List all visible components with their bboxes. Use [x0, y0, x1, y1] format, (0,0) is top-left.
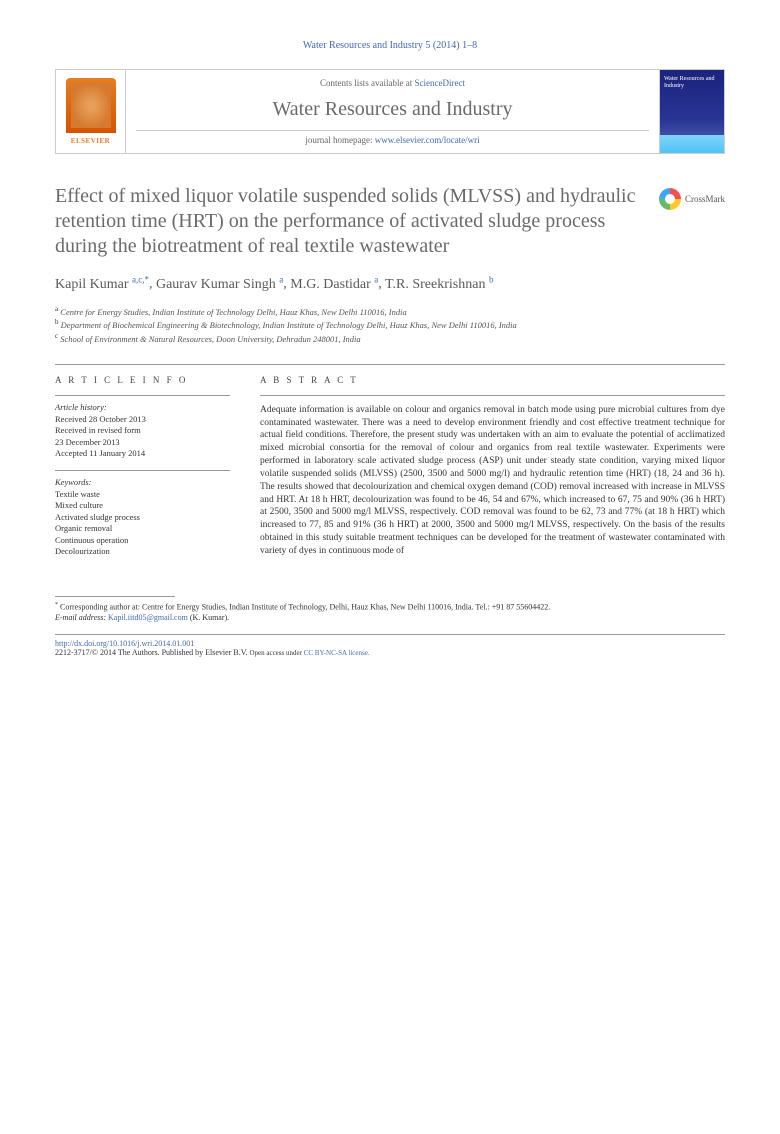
affiliation-mark: a	[55, 305, 58, 313]
keywords-block: Keywords: Textile waste Mixed culture Ac…	[55, 470, 230, 558]
history-text: Received 28 October 2013 Received in rev…	[55, 414, 230, 460]
affiliation-text: School of Environment & Natural Resource…	[60, 334, 360, 344]
affiliations: a Centre for Energy Studies, Indian Inst…	[55, 305, 725, 346]
homepage-prefix: journal homepage:	[305, 135, 374, 145]
homepage-link[interactable]: www.elsevier.com/locate/wri	[375, 135, 480, 145]
affiliation-mark: c	[55, 332, 58, 340]
page-footer: * Corresponding author at: Centre for En…	[55, 596, 725, 657]
author-name: Kapil Kumar	[55, 277, 128, 292]
article-info-heading: A R T I C L E I N F O	[55, 375, 230, 385]
abstract-text: Adequate information is available on col…	[260, 395, 725, 558]
crossmark-label: CrossMark	[685, 194, 725, 204]
publisher-name: ELSEVIER	[71, 137, 110, 145]
author-marks: a,c,*	[132, 274, 149, 284]
author-name: Gaurav Kumar Singh	[156, 277, 276, 292]
abstract-column: A B S T R A C T Adequate information is …	[260, 375, 725, 568]
doi-link[interactable]: http://dx.doi.org/10.1016/j.wri.2014.01.…	[55, 639, 194, 648]
author: Kapil Kumar a,c,*	[55, 277, 149, 292]
email-suffix: (K. Kumar).	[188, 613, 229, 622]
author: Gaurav Kumar Singh a	[156, 277, 283, 292]
publisher-logo[interactable]: ELSEVIER	[56, 70, 126, 153]
author-name: T.R. Sreekrishnan	[385, 277, 485, 292]
journal-title: Water Resources and Industry	[136, 98, 649, 121]
header-center: Contents lists available at ScienceDirec…	[126, 70, 659, 153]
copyright-text: © 2014 The Authors. Published by Elsevie…	[92, 648, 250, 657]
affiliation: c School of Environment & Natural Resour…	[55, 332, 725, 346]
email-footnote: E-mail address: Kapil.iitd05@gmail.com (…	[55, 613, 725, 624]
author-marks: b	[489, 274, 494, 284]
article-history-block: Article history: Received 28 October 201…	[55, 395, 230, 460]
journal-reference: Water Resources and Industry 5 (2014) 1–…	[55, 40, 725, 51]
footnote-divider	[55, 596, 175, 597]
article-info-column: A R T I C L E I N F O Article history: R…	[55, 375, 230, 568]
author-name: M.G. Dastidar	[290, 277, 371, 292]
author: M.G. Dastidar a	[290, 277, 378, 292]
contents-available: Contents lists available at ScienceDirec…	[136, 78, 649, 88]
abstract-heading: A B S T R A C T	[260, 375, 725, 385]
author: T.R. Sreekrishnan b	[385, 277, 493, 292]
contents-prefix: Contents lists available at	[320, 78, 414, 88]
keywords-label: Keywords:	[55, 477, 230, 487]
footnote-mark: *	[55, 602, 58, 608]
affiliation-mark: b	[55, 318, 59, 326]
corresponding-text: Corresponding author at: Centre for Ener…	[60, 602, 550, 611]
email-link[interactable]: Kapil.iitd05@gmail.com	[108, 613, 188, 622]
cover-title: Water Resources and Industry	[660, 70, 724, 96]
copyright-block: http://dx.doi.org/10.1016/j.wri.2014.01.…	[55, 634, 725, 657]
journal-header: ELSEVIER Contents lists available at Sci…	[55, 69, 725, 154]
affiliation-text: Department of Biochemical Engineering & …	[61, 320, 517, 330]
issn: 2212-3717/	[55, 648, 92, 657]
corresponding-author-footnote: * Corresponding author at: Centre for En…	[55, 601, 725, 613]
email-label: E-mail address:	[55, 613, 108, 622]
elsevier-tree-icon	[66, 78, 116, 133]
sciencedirect-link[interactable]: ScienceDirect	[415, 78, 465, 88]
keywords-text: Textile waste Mixed culture Activated sl…	[55, 489, 230, 558]
affiliation: a Centre for Energy Studies, Indian Inst…	[55, 305, 725, 319]
author-marks: a	[279, 274, 283, 284]
section-divider	[55, 364, 725, 365]
license-link[interactable]: CC BY-NC-SA license.	[304, 649, 370, 657]
crossmark-icon	[659, 188, 681, 210]
article-title: Effect of mixed liquor volatile suspende…	[55, 184, 644, 259]
crossmark-badge[interactable]: CrossMark	[659, 188, 725, 210]
journal-homepage: journal homepage: www.elsevier.com/locat…	[136, 130, 649, 145]
open-access-text: Open access under	[249, 649, 303, 657]
author-marks: a	[374, 274, 378, 284]
affiliation-text: Centre for Energy Studies, Indian Instit…	[60, 306, 406, 316]
affiliation: b Department of Biochemical Engineering …	[55, 318, 725, 332]
authors-list: Kapil Kumar a,c,*, Gaurav Kumar Singh a,…	[55, 273, 725, 295]
history-label: Article history:	[55, 402, 230, 412]
journal-cover-thumbnail[interactable]: Water Resources and Industry	[659, 70, 724, 153]
